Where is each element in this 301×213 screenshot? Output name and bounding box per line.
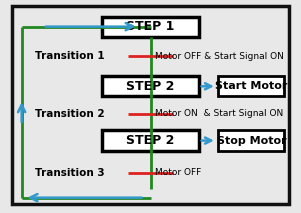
Text: Stop Motor: Stop Motor [216, 136, 286, 145]
Text: Motor ON  & Start Signal ON: Motor ON & Start Signal ON [155, 109, 283, 118]
Text: STEP 1: STEP 1 [126, 20, 175, 33]
Text: Transition 1: Transition 1 [35, 52, 104, 61]
Bar [218, 76, 284, 96]
Text: Motor OFF: Motor OFF [155, 168, 201, 177]
Text: STEP 2: STEP 2 [126, 80, 175, 93]
Text: Start Motor: Start Motor [215, 81, 287, 91]
Bar [102, 76, 199, 96]
Text: STEP 2: STEP 2 [126, 134, 175, 147]
Text: Transition 3: Transition 3 [35, 168, 104, 177]
Bar [218, 130, 284, 151]
Bar [102, 17, 199, 37]
Text: Transition 2: Transition 2 [35, 109, 104, 119]
Bar [102, 130, 199, 151]
Text: Motor OFF & Start Signal ON: Motor OFF & Start Signal ON [155, 52, 284, 61]
